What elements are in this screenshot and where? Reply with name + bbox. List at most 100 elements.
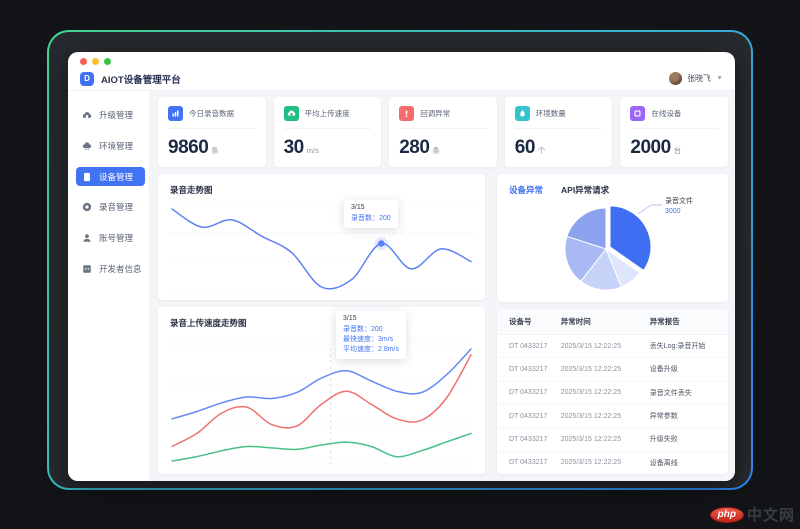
cell-time: 2025/3/15 12:22:25 (560, 412, 622, 420)
tooltip-value: 最快速度：3m/s (343, 336, 394, 344)
recording-trend-card: 录音走势图 3/15 录音数：200 (158, 174, 485, 301)
cell-time: 2025/3/15 12:22:25 (560, 459, 622, 467)
chart-title: 录音走势图 (170, 185, 213, 195)
cell-report: 升级失败 (649, 436, 678, 444)
sidebar-item-accounts[interactable]: 账号管理 (76, 228, 145, 248)
anomaly-tabs: 设备异常 API异常请求 (497, 174, 728, 196)
sidebar-item-developer[interactable]: 开发者信息 (76, 259, 145, 279)
stat-value: 60 (514, 137, 536, 158)
table-row: DT 0433217 2025/3/15 12:22:25 录音文件丢失 (497, 382, 728, 405)
stat-card-recordings-today: 今日录音数据 9860 条 (158, 97, 266, 167)
bar-chart-icon (168, 106, 183, 121)
minimize-window-button[interactable] (92, 58, 99, 65)
sidebar-item-label: 开发者信息 (99, 264, 142, 274)
table-row: DT 0433217 2025/3/15 12:22:25 设备升级 (497, 358, 728, 382)
stat-value: 2000 (630, 137, 671, 158)
table-row: DT 0433217 2025/3/15 12:22:25 设备离线 (497, 452, 728, 474)
sidebar-item-devices[interactable]: 设备管理 (76, 167, 145, 186)
sidebar: 升级管理 环境管理 设备管理 录音管理 账号管理 开发者信息 (68, 91, 150, 481)
app-header: D AIOT设备管理平台 张晓飞 ▼ (68, 67, 735, 91)
stat-label: 平均上传速度 (304, 109, 350, 118)
cell-device: DT 0433217 (509, 459, 548, 467)
cloud-icon (82, 142, 92, 150)
stat-card-environments: 环境数量 60 个 (504, 97, 613, 167)
drop-icon (514, 106, 530, 121)
app-window: D AIOT设备管理平台 张晓飞 ▼ 升级管理 环境管理 设备管理 (68, 52, 735, 481)
stat-unit: 条 (211, 146, 219, 155)
stat-unit: 条 (432, 146, 440, 155)
record-icon (82, 202, 92, 212)
cell-report: 丢失Log:录音开始 (649, 343, 706, 351)
zoom-window-button[interactable] (104, 58, 111, 65)
user-icon (83, 234, 91, 242)
upload-speed-chart[interactable] (168, 342, 475, 468)
cell-report: 异常参数 (649, 413, 678, 421)
cell-time: 2025/3/15 12:22:25 (560, 342, 622, 350)
watermark-text: 中文网 (746, 507, 795, 524)
sidebar-item-recordings[interactable]: 录音管理 (76, 197, 145, 217)
avatar (669, 72, 683, 85)
app-title: AIOT设备管理平台 (101, 74, 181, 86)
table-header: 设备号 异常时间 异常报告 (497, 309, 728, 335)
php-cn-watermark: php 中文网 (709, 504, 795, 525)
pie-slice-name: 录音文件 (665, 198, 693, 205)
sidebar-item-environment[interactable]: 环境管理 (76, 136, 145, 156)
developer-badge-icon (83, 265, 91, 273)
device-anomaly-pie-chart[interactable] (497, 174, 728, 302)
stat-value: 280 (399, 137, 430, 158)
stat-label: 回调异常 (420, 109, 451, 118)
tab-device-anomaly[interactable]: 设备异常 (509, 185, 544, 195)
tooltip-value: 录音数：200 (351, 215, 391, 222)
stat-unit: 台 (673, 146, 682, 155)
tooltip-date: 3/15 (351, 204, 365, 211)
cell-device: DT 0433217 (509, 342, 548, 350)
square-icon (630, 106, 646, 121)
chart-title: 录音上传速度走势图 (170, 318, 247, 329)
sidebar-item-label: 录音管理 (99, 202, 134, 212)
upload-speed-card: 录音上传速度走势图 3/15 录音数：200 最快速度：3m/s 平均速度：2.… (158, 307, 485, 474)
php-logo: php (709, 506, 744, 523)
alert-icon (399, 106, 415, 121)
stats-row: 今日录音数据 9860 条 平均上传速度 30 (158, 97, 728, 167)
table-body: DT 0433217 2025/3/15 12:22:25 丢失Log:录音开始… (497, 335, 728, 474)
cell-report: 录音文件丢失 (649, 389, 692, 397)
sidebar-item-upgrade[interactable]: 升级管理 (76, 105, 145, 125)
user-name: 张晓飞 (687, 74, 712, 83)
sidebar-item-label: 设备管理 (99, 171, 134, 182)
stat-unit: m/s (306, 146, 319, 155)
stat-label: 环境数量 (535, 109, 566, 118)
table-row: DT 0433217 2025/3/15 12:22:25 升级失败 (497, 428, 728, 452)
cell-device: DT 0433217 (509, 389, 548, 397)
cell-device: DT 0433217 (509, 412, 548, 420)
pie-slice-value: 3000 (665, 208, 681, 215)
pie-callout-label: 录音文件 3000 (665, 196, 693, 215)
device-anomaly-card: 设备异常 API异常请求 录音文件 3000 (497, 174, 728, 302)
stat-label: 今日录音数据 (189, 109, 234, 118)
sidebar-item-label: 升级管理 (99, 110, 134, 120)
cell-device: DT 0433217 (509, 365, 548, 373)
device-icon (84, 172, 90, 181)
stat-card-avg-upload-speed: 平均上传速度 30 m/s (273, 97, 382, 167)
stat-card-callback-errors: 回调异常 280 条 (389, 97, 497, 167)
recording-trend-chart[interactable] (168, 202, 475, 294)
chevron-down-icon: ▼ (716, 75, 723, 82)
sidebar-item-label: 环境管理 (99, 141, 134, 151)
close-window-button[interactable] (80, 58, 87, 65)
cell-time: 2025/3/15 12:22:25 (560, 365, 622, 373)
cloud-upload-icon (283, 106, 299, 121)
window-titlebar (68, 52, 735, 67)
column-header-report: 异常报告 (649, 317, 680, 326)
stat-unit: 个 (537, 146, 546, 155)
tooltip-value: 录音数：200 (343, 326, 383, 334)
anomaly-table-card: 设备号 异常时间 异常报告 DT 0433217 2025/3/15 12:22… (497, 309, 728, 474)
table-row: DT 0433217 2025/3/15 12:22:25 异常参数 (497, 405, 728, 429)
sidebar-item-label: 账号管理 (99, 233, 134, 243)
tab-api-anomaly[interactable]: API异常请求 (561, 185, 610, 195)
app-logo: D (80, 71, 94, 86)
chart-tooltip: 3/15 录音数：200 (344, 200, 398, 228)
user-menu[interactable]: 张晓飞 ▼ (669, 72, 723, 85)
column-header-time: 异常时间 (560, 317, 591, 326)
tooltip-value: 平均速度：2.8m/s (343, 346, 400, 354)
stat-value: 9860 (168, 137, 209, 158)
cell-time: 2025/3/15 12:22:25 (560, 389, 622, 397)
